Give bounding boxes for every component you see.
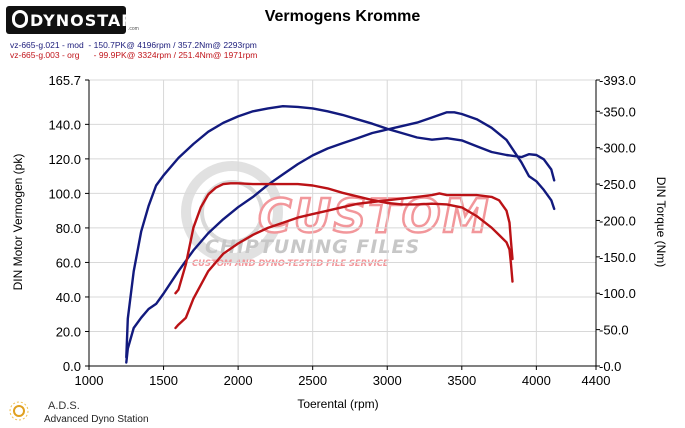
y-tick-label: 100.0 [48,186,81,201]
watermark: CUSTOM CHIPTUNING FILES CUSTOM AND DYNO-… [181,161,491,268]
y-tick-label: 140.0 [48,117,81,132]
watermark-gear-icon [181,161,283,263]
y-axis-ticks: 0.0 20.0 40.0 60.0 80.0 100.0 120.0 140.0 165.7 [48,73,89,374]
chart-title: Vermogens Kromme [264,8,421,25]
x-axis-label: Toerental (rpm) [297,397,378,411]
series-line-org-torque [174,182,514,295]
y2-tick-label: -393.0 [599,73,636,88]
y-tick-label: 80.0 [56,221,81,236]
watermark-files: CHIPTUNING FILES [205,236,420,258]
y2-tick-label: -300.0 [599,141,636,156]
x-tick-label: 4400 [582,373,611,388]
watermark-ring [200,180,264,244]
footer-station-full: Advanced Dyno Station [44,414,149,425]
legend-mod: vz-665-g.021 - mod - 150.7PK@ 4196rpm / … [10,40,257,50]
footer-station: A.D.S. [48,400,80,412]
watermark-custom: CUSTOM [258,189,491,243]
y2-axis-label: DIN Torque (Nm) [654,177,668,267]
y2-tick-label: -200.0 [599,213,636,228]
y2-axis-ticks: -0.0 -50.0 -100.0 -150.0 -200.0 -250.0 -300.0 -… [596,73,636,374]
series-line-org-power [174,192,514,330]
x-tick-label: 2500 [298,373,327,388]
brand-suffix: .com [128,26,139,32]
x-tick-label: 2000 [224,373,253,388]
brand-name: DYNOSTAR [30,11,135,30]
series-lines [125,104,556,364]
x-tick-label: 4000 [522,373,551,388]
y-tick-label: 120.0 [48,152,81,167]
x-tick-label: 3500 [447,373,476,388]
legend-org: vz-665-g.003 - org - 99.9PK@ 3324rpm / 2… [10,50,258,60]
dynostar-logo: DYNOSTAR [6,6,134,34]
y2-tick-label: -100.0 [599,286,636,301]
series-line-mod-power [125,111,556,364]
y-tick-label: 165.7 [48,73,81,88]
x-axis-ticks: 1000 1500 2000 2500 3000 3500 4000 4400 [75,366,611,388]
y2-tick-label: -250.0 [599,177,636,192]
x-tick-label: 3000 [373,373,402,388]
y2-tick-label: -350.0 [599,104,636,119]
series-line-mod-torque [125,104,556,359]
y-tick-label: 20.0 [56,324,81,339]
ads-sun-icon [9,401,29,421]
y2-tick-label: -0.0 [599,359,621,374]
y-tick-label: 0.0 [63,359,81,374]
y-tick-label: 60.0 [56,255,81,270]
y-axis-label: DIN Motor Vermogen (pk) [11,154,25,291]
y2-tick-label: -150.0 [599,250,636,265]
chart-axes [88,80,597,367]
y-tick-label: 40.0 [56,290,81,305]
logo-d-mark [12,10,28,28]
watermark-service: CUSTOM AND DYNO-TESTED FILE SERVICE [192,258,389,268]
x-tick-label: 1500 [149,373,178,388]
x-tick-label: 1000 [75,373,104,388]
y2-tick-label: -50.0 [599,323,629,338]
